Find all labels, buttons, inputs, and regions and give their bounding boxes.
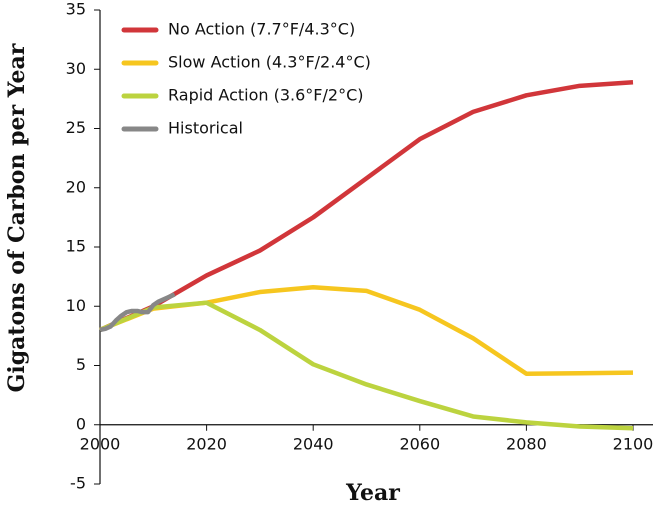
y-axis-label: Gigatons of Carbon per Year <box>4 43 30 392</box>
y-tick-label: 20 <box>66 177 86 196</box>
y-tick-label: 30 <box>66 59 86 78</box>
legend-label: Rapid Action (3.6°F/2°C) <box>168 86 363 105</box>
y-tick-label: 0 <box>76 414 86 433</box>
y-tick-label: 25 <box>66 118 86 137</box>
y-tick-label: 5 <box>76 355 86 374</box>
legend-label: No Action (7.7°F/4.3°C) <box>168 20 355 39</box>
y-tick-label: -5 <box>70 474 86 493</box>
legend-label: Slow Action (4.3°F/2.4°C) <box>168 53 371 72</box>
x-tick-label: 2100 <box>613 434 654 453</box>
x-tick-label: 2040 <box>293 434 334 453</box>
x-tick-label: 2000 <box>80 434 121 453</box>
x-axis-label: Year <box>345 480 400 506</box>
y-tick-label: 15 <box>66 237 86 256</box>
x-tick-label: 2020 <box>186 434 227 453</box>
x-tick-label: 2060 <box>399 434 440 453</box>
x-tick-label: 2080 <box>506 434 547 453</box>
series-line <box>99 292 176 333</box>
series-line <box>99 300 634 431</box>
series-line <box>99 80 634 333</box>
y-tick-label: 10 <box>66 296 86 315</box>
legend-label: Historical <box>168 119 243 138</box>
y-tick-label: 35 <box>66 0 86 19</box>
series-line <box>99 285 634 377</box>
